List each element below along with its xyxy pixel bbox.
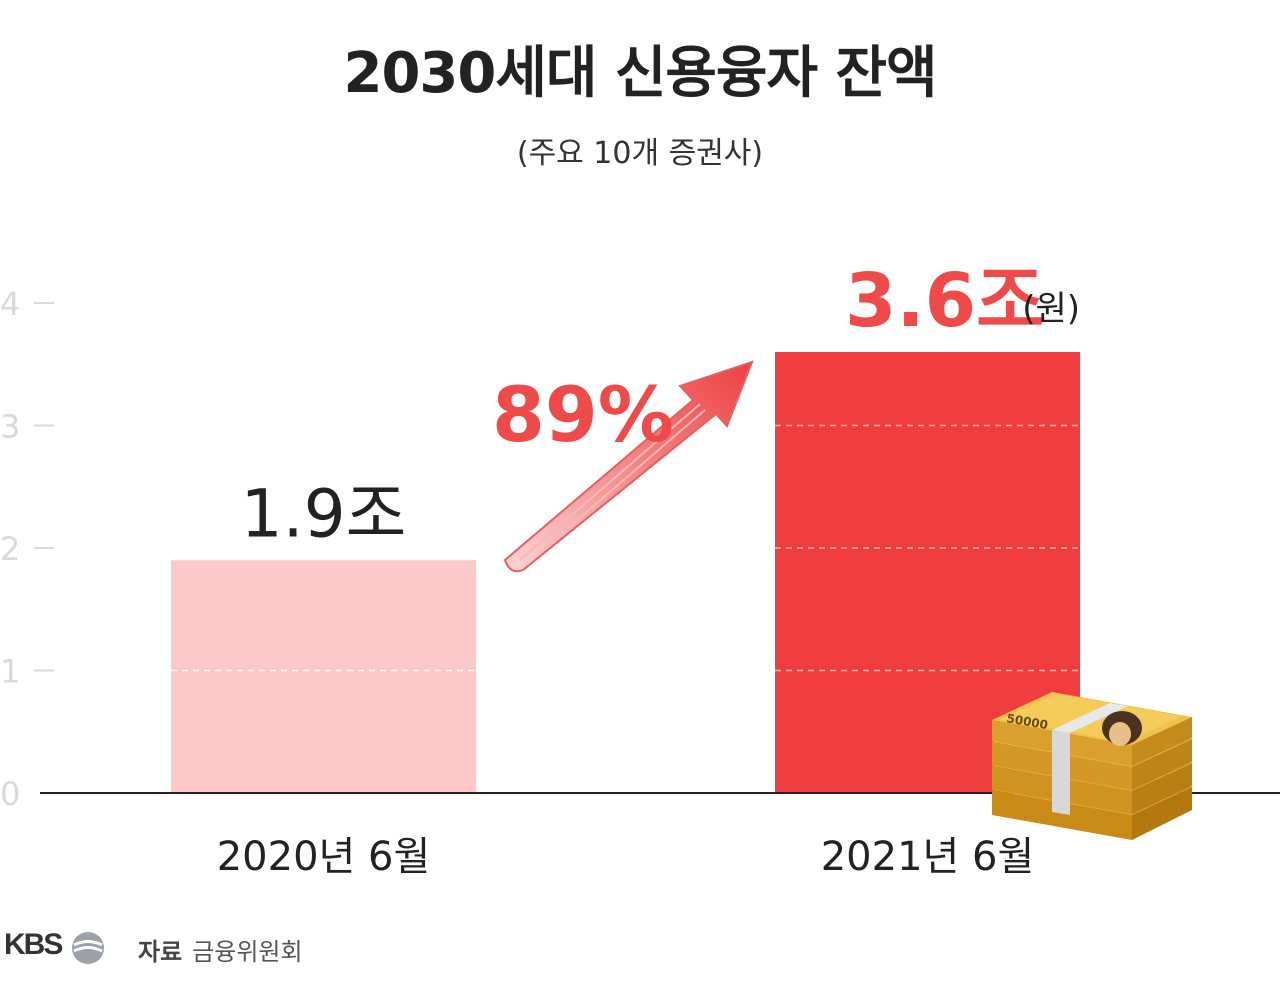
- data-label-2021: 3.6조: [845, 258, 1044, 344]
- kbs-logo: KBS: [4, 928, 63, 961]
- data-label-2020: 1.9조: [241, 475, 407, 552]
- grid-lines: [171, 424, 1080, 672]
- bars-group: [171, 352, 1080, 793]
- x-tick-label: 2021년 6월: [821, 834, 1035, 880]
- growth-annotation: 89%: [492, 370, 674, 459]
- y-tick-label: 0: [0, 775, 20, 813]
- y-tick-label: 1: [0, 653, 20, 691]
- arrow-up-right-icon: [503, 360, 754, 573]
- data-labels: 2020년 6월 2021년 6월 1.9조 3.6조(원): [217, 258, 1080, 880]
- kbs-mark-icon: [72, 932, 104, 964]
- bar-chart: 0 1 2 3 4 2020년 6월 2021년 6월 1.9조 3.6조(원) 89%: [0, 258, 1280, 880]
- unit-label: (원): [1022, 289, 1080, 329]
- chart-subtitle: (주요 10개 증권사): [516, 136, 764, 171]
- y-tick-label: 3: [0, 408, 20, 446]
- source-key: 자료: [138, 938, 183, 966]
- bar-1: [171, 560, 476, 793]
- x-tick-label: 2020년 6월: [217, 834, 431, 880]
- footer: KBS 자료 금융위원회: [0, 920, 400, 970]
- y-tick-label: 2: [0, 530, 20, 568]
- y-axis-ticks: 0 1 2 3 4: [0, 285, 54, 813]
- chart-title: 2030세대 신용융자 잔액: [343, 41, 937, 106]
- source-value: 금융위원회: [192, 938, 303, 966]
- y-tick-label: 4: [0, 285, 20, 323]
- money-stack-icon: 50000: [992, 692, 1192, 840]
- source-line: 자료 금융위원회: [138, 932, 303, 967]
